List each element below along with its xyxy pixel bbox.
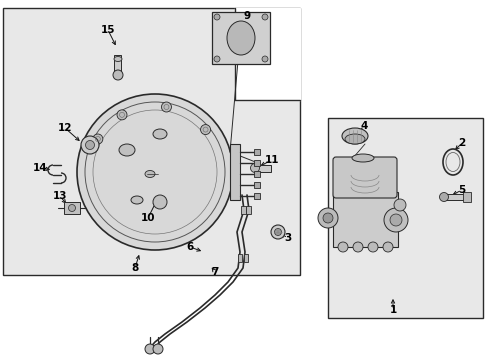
Ellipse shape xyxy=(131,196,142,204)
Text: 1: 1 xyxy=(388,305,396,315)
Bar xyxy=(114,55,121,73)
Text: 14: 14 xyxy=(33,163,47,173)
Circle shape xyxy=(262,14,267,20)
Bar xyxy=(229,144,240,200)
Circle shape xyxy=(81,136,99,154)
Bar xyxy=(212,12,269,64)
Ellipse shape xyxy=(226,21,254,55)
Circle shape xyxy=(113,70,123,80)
Circle shape xyxy=(161,102,171,112)
Bar xyxy=(332,192,397,247)
Text: 12: 12 xyxy=(58,123,72,133)
Text: 2: 2 xyxy=(457,138,465,148)
Circle shape xyxy=(389,214,401,226)
Text: 4: 4 xyxy=(360,121,367,131)
Circle shape xyxy=(382,242,392,252)
Circle shape xyxy=(117,110,127,120)
Circle shape xyxy=(337,242,347,252)
Ellipse shape xyxy=(114,57,122,62)
Circle shape xyxy=(214,56,220,62)
Bar xyxy=(238,254,242,262)
Text: 13: 13 xyxy=(53,191,67,201)
Circle shape xyxy=(145,344,155,354)
Text: 11: 11 xyxy=(264,155,279,165)
Bar xyxy=(253,193,260,199)
Text: 6: 6 xyxy=(186,242,193,252)
Circle shape xyxy=(214,14,220,20)
Ellipse shape xyxy=(341,128,367,144)
Circle shape xyxy=(317,208,337,228)
Circle shape xyxy=(262,56,267,62)
Text: 15: 15 xyxy=(101,25,115,35)
Ellipse shape xyxy=(119,144,135,156)
Bar xyxy=(3,8,299,275)
Text: 3: 3 xyxy=(284,233,291,243)
Bar xyxy=(253,182,260,188)
Circle shape xyxy=(93,134,102,144)
Polygon shape xyxy=(235,8,299,100)
Ellipse shape xyxy=(351,154,373,162)
Ellipse shape xyxy=(145,171,155,177)
Bar xyxy=(240,206,245,214)
Circle shape xyxy=(393,199,405,211)
Text: 7: 7 xyxy=(211,267,218,277)
Circle shape xyxy=(200,125,210,135)
Ellipse shape xyxy=(345,134,364,144)
Bar xyxy=(244,254,247,262)
Text: 10: 10 xyxy=(141,213,155,223)
Bar xyxy=(64,202,80,214)
Text: 8: 8 xyxy=(131,263,138,273)
Bar xyxy=(327,118,482,318)
Circle shape xyxy=(367,242,377,252)
Circle shape xyxy=(153,344,163,354)
Bar xyxy=(443,194,465,200)
Circle shape xyxy=(274,229,281,235)
Circle shape xyxy=(250,163,259,172)
Bar xyxy=(253,160,260,166)
Circle shape xyxy=(270,225,285,239)
Circle shape xyxy=(323,213,332,223)
Bar xyxy=(253,149,260,155)
Circle shape xyxy=(85,140,94,149)
Bar xyxy=(253,171,260,177)
Text: 5: 5 xyxy=(457,185,465,195)
Circle shape xyxy=(383,208,407,232)
Ellipse shape xyxy=(153,129,167,139)
Bar xyxy=(254,165,270,171)
FancyBboxPatch shape xyxy=(332,157,396,198)
Bar xyxy=(245,206,250,214)
Circle shape xyxy=(153,195,167,209)
Circle shape xyxy=(77,94,232,250)
Circle shape xyxy=(352,242,362,252)
Bar xyxy=(462,192,470,202)
Text: 9: 9 xyxy=(243,11,250,21)
Circle shape xyxy=(68,204,75,211)
Circle shape xyxy=(439,193,447,202)
